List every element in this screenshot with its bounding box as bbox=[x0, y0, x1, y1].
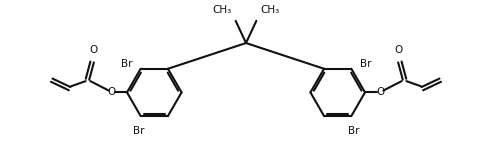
Text: Br: Br bbox=[348, 126, 360, 136]
Text: CH₃: CH₃ bbox=[260, 5, 279, 15]
Text: O: O bbox=[108, 87, 116, 97]
Text: Br: Br bbox=[360, 59, 371, 69]
Text: Br: Br bbox=[121, 59, 132, 69]
Text: CH₃: CH₃ bbox=[213, 5, 232, 15]
Text: Br: Br bbox=[132, 126, 144, 136]
Text: O: O bbox=[89, 45, 97, 55]
Text: O: O bbox=[376, 87, 384, 97]
Text: O: O bbox=[395, 45, 403, 55]
